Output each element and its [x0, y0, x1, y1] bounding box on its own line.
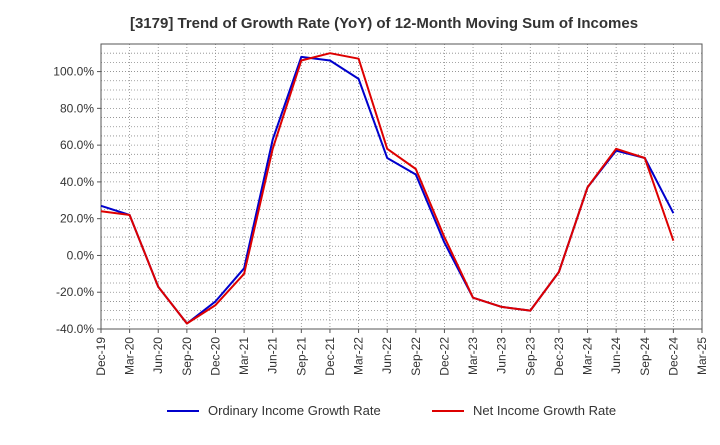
x-tick-label: Mar-25	[695, 337, 709, 375]
x-tick-label: Dec-23	[552, 337, 566, 376]
x-tick-label: Dec-21	[323, 337, 337, 376]
x-tick-label: Sep-23	[523, 337, 537, 376]
series-lines	[100, 52, 675, 325]
y-tick-label: 80.0%	[60, 101, 94, 115]
x-tick-label: Dec-22	[437, 337, 451, 376]
y-tick-label: 100.0%	[53, 65, 94, 79]
x-tick-label: Jun-22	[380, 337, 394, 374]
x-tick-label: Sep-20	[180, 337, 194, 376]
x-tick-label: Jun-23	[495, 337, 509, 374]
x-tick-label: Mar-22	[352, 337, 366, 375]
y-tick-label: -40.0%	[56, 322, 94, 336]
y-tick-label: 20.0%	[60, 212, 94, 226]
x-tick-label: Mar-23	[466, 337, 480, 375]
x-tick-label: Sep-21	[294, 337, 308, 376]
y-tick-label: 40.0%	[60, 175, 94, 189]
x-tick-label: Sep-22	[409, 337, 423, 376]
x-tick-label: Jun-24	[609, 337, 623, 374]
y-tick-label: -20.0%	[56, 285, 94, 299]
legend: Ordinary Income Growth Rate Net Income Gr…	[167, 403, 616, 418]
series-line-net-income	[100, 52, 675, 325]
x-tick-label: Dec-24	[666, 337, 680, 376]
y-axis-ticks: 100.0% 80.0% 60.0% 40.0% 20.0% 0.0% -20.0% -40.…	[53, 65, 101, 336]
x-axis-ticks: Dec-19 Mar-20 Jun-20 Sep-20 Dec-20 Mar-21 Jun-…	[94, 329, 709, 376]
y-tick-label: 60.0%	[60, 138, 94, 152]
legend-label: Ordinary Income Growth Rate	[208, 403, 381, 418]
x-tick-label: Mar-20	[123, 337, 137, 375]
legend-label: Net Income Growth Rate	[473, 403, 616, 418]
x-tick-label: Dec-20	[208, 337, 222, 376]
x-tick-label: Mar-24	[581, 337, 595, 375]
x-tick-label: Jun-20	[151, 337, 165, 374]
chart-title: [3179] Trend of Growth Rate (YoY) of 12-…	[130, 15, 638, 32]
x-tick-label: Sep-24	[638, 337, 652, 376]
x-tick-label: Mar-21	[237, 337, 251, 375]
grid	[101, 44, 702, 329]
x-tick-label: Dec-19	[94, 337, 108, 376]
y-tick-label: 0.0%	[67, 248, 95, 262]
x-tick-label: Jun-21	[266, 337, 280, 374]
plot-area	[100, 43, 703, 330]
